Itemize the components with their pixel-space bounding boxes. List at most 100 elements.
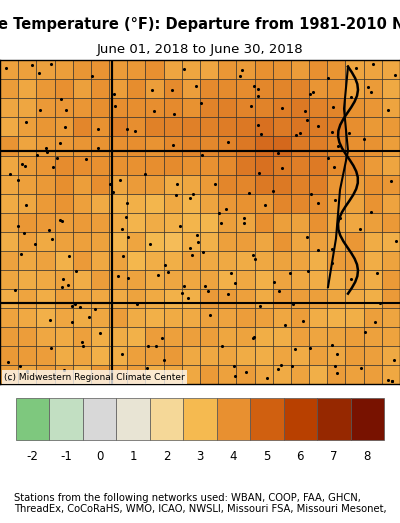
Point	[289, 361, 295, 370]
Bar	[182, 213, 200, 232]
Point	[315, 122, 321, 130]
Bar	[18, 251, 36, 270]
Point	[66, 252, 72, 260]
Bar	[273, 98, 291, 117]
Bar	[73, 175, 91, 194]
Bar	[254, 175, 273, 194]
Bar	[109, 366, 127, 384]
Bar	[291, 308, 309, 327]
Point	[231, 279, 238, 288]
Point	[361, 135, 367, 143]
Bar	[36, 346, 54, 366]
Text: 7: 7	[330, 450, 338, 462]
Bar	[36, 79, 54, 98]
Point	[255, 92, 261, 100]
Bar	[200, 194, 218, 213]
Point	[205, 287, 211, 295]
Bar	[127, 251, 146, 270]
Bar	[218, 308, 236, 327]
Bar	[254, 60, 273, 79]
Bar	[127, 213, 146, 232]
Bar	[254, 327, 273, 346]
Point	[227, 268, 234, 277]
Bar	[0, 327, 18, 346]
Point	[194, 231, 200, 239]
Bar	[364, 308, 382, 327]
Bar	[382, 366, 400, 384]
Bar	[382, 175, 400, 194]
Point	[198, 150, 205, 158]
Bar	[291, 117, 309, 137]
Point	[80, 342, 86, 350]
Bar	[0, 270, 18, 289]
Bar	[146, 79, 164, 98]
Point	[251, 333, 257, 342]
Bar	[73, 327, 91, 346]
Point	[194, 237, 201, 246]
Bar	[200, 308, 218, 327]
Bar	[109, 308, 127, 327]
Bar	[218, 346, 236, 366]
Point	[6, 169, 13, 178]
Point	[174, 180, 180, 188]
Point	[132, 127, 138, 135]
Bar	[109, 194, 127, 213]
Bar	[309, 213, 327, 232]
Bar	[254, 137, 273, 155]
Point	[388, 177, 394, 185]
Bar	[382, 346, 400, 366]
Point	[368, 208, 374, 217]
Bar	[327, 270, 346, 289]
Bar	[36, 289, 54, 308]
Bar	[200, 79, 218, 98]
Bar	[18, 175, 36, 194]
Bar	[73, 346, 91, 366]
Bar	[200, 175, 218, 194]
Point	[124, 126, 130, 134]
Bar	[164, 79, 182, 98]
Point	[297, 129, 303, 138]
Point	[374, 269, 380, 278]
Bar	[73, 137, 91, 155]
Bar	[291, 289, 309, 308]
Bar	[273, 308, 291, 327]
Bar	[254, 155, 273, 175]
Point	[193, 81, 199, 89]
Bar	[254, 194, 273, 213]
Bar	[91, 327, 109, 346]
Bar	[0, 155, 18, 175]
Point	[180, 282, 187, 290]
Point	[21, 229, 28, 237]
Text: 5: 5	[263, 450, 270, 462]
Bar	[217, 399, 250, 440]
Point	[391, 356, 398, 365]
Point	[225, 138, 232, 146]
Point	[83, 155, 89, 164]
Point	[310, 88, 316, 96]
Point	[76, 302, 83, 311]
Point	[123, 213, 129, 221]
Bar	[182, 137, 200, 155]
Bar	[36, 327, 54, 346]
Bar	[291, 232, 309, 251]
Bar	[273, 270, 291, 289]
Bar	[309, 289, 327, 308]
Point	[372, 317, 378, 326]
Point	[270, 187, 276, 195]
Bar	[146, 137, 164, 155]
Bar	[164, 60, 182, 79]
Point	[48, 344, 54, 353]
Point	[94, 125, 101, 133]
Bar	[236, 137, 254, 155]
Bar	[91, 137, 109, 155]
Bar	[182, 270, 200, 289]
Point	[324, 154, 331, 162]
Point	[242, 368, 249, 376]
Bar	[218, 251, 236, 270]
Bar	[346, 346, 364, 366]
Text: -1: -1	[60, 450, 72, 462]
Point	[72, 300, 78, 308]
Point	[307, 344, 313, 352]
Bar	[250, 399, 284, 440]
Point	[58, 95, 64, 104]
